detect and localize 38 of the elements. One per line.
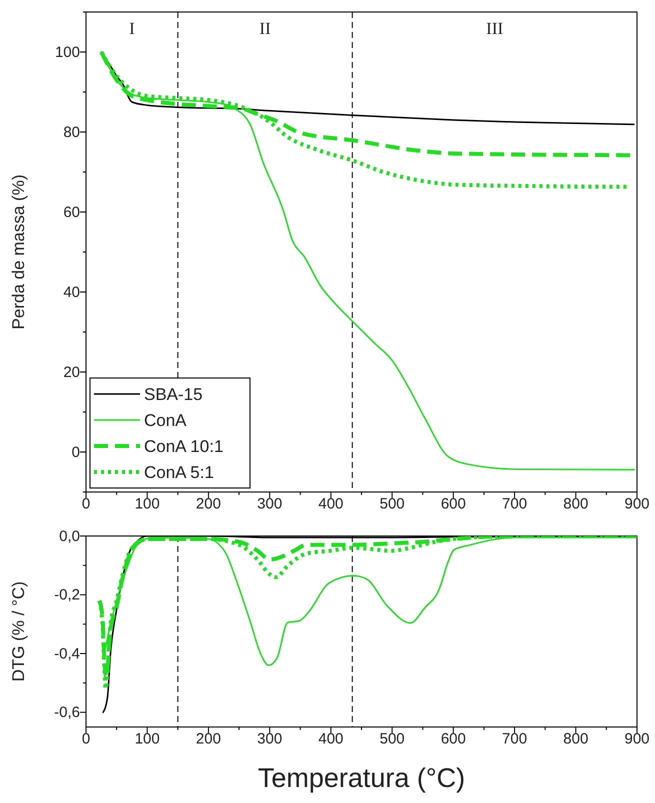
y-axis-title: DTG (% / °C)	[9, 581, 28, 682]
x-tick-label: 200	[196, 730, 221, 748]
x-tick-label: 500	[380, 496, 405, 513]
x-tick-label: 100	[134, 496, 160, 513]
y-tick-label: -0,4	[54, 645, 80, 662]
y-axis-title: Perda de massa (%)	[9, 174, 28, 330]
x-tick-label: 200	[196, 496, 221, 513]
y-tick-label: 40	[63, 284, 80, 301]
x-tick-label: 700	[502, 730, 528, 748]
y-tick-label: 60	[63, 204, 80, 221]
y-tick-label: 0	[72, 444, 80, 461]
x-tick-label: 900	[624, 730, 650, 748]
legend-label: ConA 5:1	[144, 463, 214, 482]
x-tick-label: 600	[440, 730, 466, 748]
legend-label: SBA-15	[144, 385, 203, 404]
x-tick-label: 500	[380, 730, 405, 748]
x-tick-label: 300	[257, 730, 282, 748]
y-tick-label: 100	[54, 44, 80, 61]
x-tick-label: 600	[440, 496, 466, 513]
y-tick-label: -0,6	[54, 704, 80, 722]
x-tick-label: 800	[563, 730, 588, 748]
y-tick-label: 80	[63, 124, 80, 141]
legend-label: ConA 10:1	[144, 437, 224, 456]
x-axis-title: Temperatura (°C)	[258, 763, 466, 793]
y-tick-label: -0,2	[54, 586, 80, 604]
x-tick-label: 100	[134, 730, 160, 748]
x-tick-label: 900	[624, 496, 650, 513]
annotation: III	[486, 19, 504, 38]
x-tick-label: 300	[257, 496, 282, 513]
x-tick-label: 400	[318, 496, 344, 513]
x-tick-label: 700	[502, 496, 528, 513]
annotation: I	[129, 19, 136, 38]
y-tick-label: 0,0	[59, 528, 80, 545]
annotation: II	[259, 19, 272, 38]
x-tick-label: 800	[563, 496, 588, 513]
legend-label: ConA	[144, 411, 188, 430]
x-tick-label: 400	[318, 730, 344, 748]
y-tick-label: 20	[63, 364, 80, 381]
